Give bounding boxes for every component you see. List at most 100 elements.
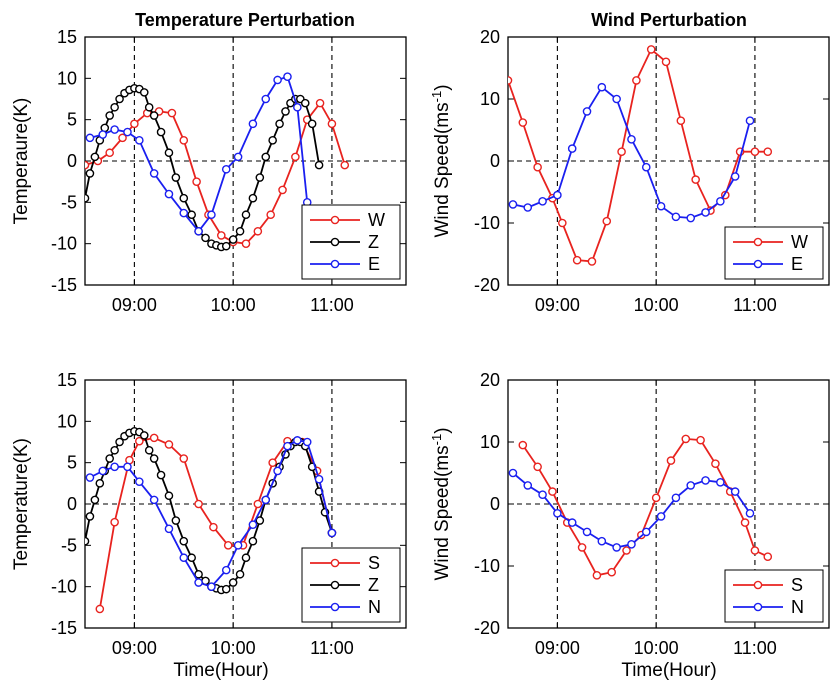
data-point bbox=[130, 119, 139, 129]
data-point bbox=[651, 493, 661, 503]
data-point bbox=[508, 468, 518, 478]
data-point bbox=[164, 491, 174, 501]
data-point bbox=[302, 437, 312, 447]
data-point bbox=[194, 226, 203, 236]
data-point bbox=[248, 536, 258, 546]
data-point bbox=[115, 437, 124, 447]
data-point bbox=[171, 516, 181, 525]
y-tick-label: -5 bbox=[61, 535, 77, 555]
data-point bbox=[293, 436, 302, 445]
y-tick-label: 10 bbox=[480, 89, 500, 109]
data-point bbox=[567, 144, 577, 153]
chart-panel-2: -20 -10 0 10 20 09:00 10:00 11:00 Wind Speed(ms-… bbox=[429, 27, 830, 315]
series-Z bbox=[85, 426, 337, 595]
x-tick-label: 11:00 bbox=[310, 295, 354, 315]
data-point bbox=[266, 210, 275, 220]
series-line-S bbox=[522, 437, 769, 577]
legend-marker bbox=[330, 602, 340, 612]
data-point bbox=[587, 257, 597, 266]
data-point bbox=[110, 125, 119, 134]
data-point bbox=[314, 474, 324, 484]
data-point bbox=[85, 512, 95, 521]
x-tick-label: 11:00 bbox=[733, 295, 777, 315]
legend: WZE bbox=[301, 204, 401, 280]
data-point bbox=[681, 434, 691, 444]
data-point bbox=[701, 208, 710, 217]
data-point bbox=[209, 522, 218, 532]
data-point bbox=[179, 136, 189, 145]
data-point bbox=[740, 518, 750, 527]
data-point bbox=[307, 119, 317, 129]
legend-label: Z bbox=[368, 575, 379, 595]
data-point bbox=[661, 57, 671, 67]
y-tick-label: 0 bbox=[490, 151, 500, 171]
data-point bbox=[85, 536, 90, 546]
data-point bbox=[508, 200, 518, 209]
data-point bbox=[686, 213, 696, 223]
data-point bbox=[139, 88, 149, 97]
data-point bbox=[135, 136, 144, 145]
data-point bbox=[340, 160, 350, 170]
x-tick-label: 10:00 bbox=[211, 295, 256, 315]
series-N bbox=[85, 436, 337, 591]
data-point bbox=[268, 136, 277, 145]
data-point bbox=[85, 169, 95, 178]
legend: SZN bbox=[301, 547, 401, 623]
data-point bbox=[115, 94, 124, 104]
data-point bbox=[538, 196, 547, 206]
data-point bbox=[179, 536, 189, 546]
data-point bbox=[763, 552, 773, 562]
legend: SN bbox=[724, 569, 824, 623]
data-point bbox=[217, 231, 226, 240]
data-point bbox=[123, 127, 132, 137]
y-axis-label: Temperature(K) bbox=[11, 438, 32, 570]
series-line-Z bbox=[85, 430, 333, 591]
data-point bbox=[149, 495, 159, 505]
data-point bbox=[235, 226, 245, 236]
data-point bbox=[164, 189, 174, 199]
data-point bbox=[315, 98, 325, 108]
data-point bbox=[612, 543, 621, 552]
x-tick-label: 10:00 bbox=[211, 638, 256, 658]
data-point bbox=[201, 233, 210, 243]
data-point bbox=[273, 75, 282, 85]
data-point bbox=[745, 116, 755, 125]
y-tick-label: -20 bbox=[474, 275, 500, 295]
data-point bbox=[745, 508, 755, 518]
y-tick-label: 0 bbox=[490, 494, 500, 514]
legend-label: S bbox=[368, 553, 380, 573]
y-tick-label: 0 bbox=[67, 494, 77, 514]
x-tick-label: 10:00 bbox=[634, 638, 679, 658]
data-point bbox=[221, 164, 231, 174]
data-point bbox=[275, 119, 284, 129]
data-point bbox=[314, 160, 324, 170]
data-point bbox=[98, 130, 108, 139]
data-point bbox=[149, 433, 159, 443]
data-point bbox=[85, 133, 95, 143]
y-tick-label: 5 bbox=[67, 453, 77, 473]
legend-label: Z bbox=[368, 232, 379, 252]
data-point bbox=[228, 578, 238, 587]
data-point bbox=[233, 152, 243, 162]
data-point bbox=[572, 255, 582, 265]
data-point bbox=[95, 479, 105, 488]
x-tick-label: 11:00 bbox=[733, 638, 777, 658]
data-point bbox=[523, 481, 533, 490]
data-point bbox=[607, 567, 617, 577]
data-point bbox=[248, 119, 258, 129]
data-point bbox=[592, 571, 602, 580]
legend-box bbox=[724, 226, 824, 280]
data-point bbox=[567, 518, 577, 527]
data-point bbox=[171, 173, 181, 182]
data-point bbox=[622, 546, 631, 555]
series-S bbox=[95, 433, 337, 614]
data-point bbox=[85, 160, 90, 170]
series-E bbox=[508, 82, 755, 223]
series-E bbox=[85, 72, 312, 236]
data-point bbox=[241, 239, 251, 248]
panel-2-title: Wind Perturbation bbox=[591, 10, 747, 30]
legend-label: N bbox=[791, 597, 804, 617]
data-point bbox=[691, 175, 700, 184]
data-point bbox=[187, 553, 196, 563]
data-point bbox=[641, 162, 651, 172]
